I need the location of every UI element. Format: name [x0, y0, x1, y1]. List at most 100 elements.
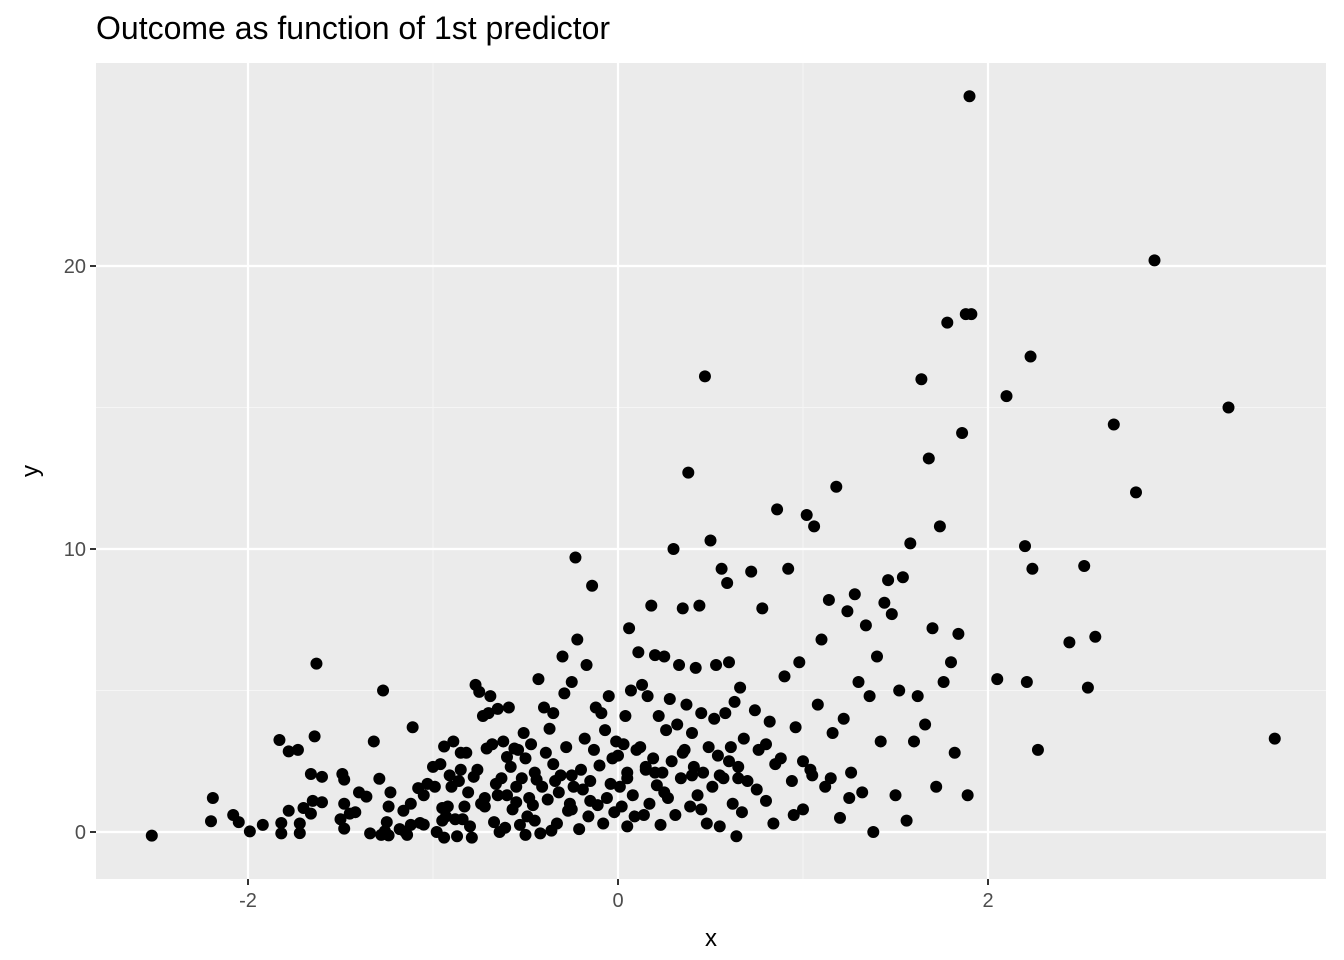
- data-point: [728, 695, 741, 708]
- data-point: [145, 829, 158, 842]
- data-point: [769, 758, 782, 771]
- data-point: [554, 769, 567, 782]
- data-point: [660, 724, 673, 737]
- data-point: [956, 426, 969, 439]
- data-point: [684, 800, 697, 813]
- data-point: [519, 752, 532, 765]
- data-point: [510, 780, 523, 793]
- data-point: [658, 650, 671, 663]
- data-point: [565, 676, 578, 689]
- data-point: [491, 789, 504, 802]
- data-point: [697, 766, 710, 779]
- data-point: [885, 608, 898, 621]
- data-point: [499, 821, 512, 834]
- plot-panel: [96, 63, 1326, 879]
- data-point: [719, 707, 732, 720]
- data-point: [380, 816, 393, 829]
- chart-title: Outcome as function of 1st predictor: [96, 10, 610, 46]
- data-point: [384, 786, 397, 799]
- data-point: [908, 735, 920, 748]
- data-point: [575, 763, 587, 776]
- data-point: [447, 735, 460, 748]
- data-point: [599, 724, 612, 737]
- data-point: [1026, 562, 1039, 575]
- data-point: [787, 809, 800, 822]
- data-point: [510, 796, 523, 809]
- data-point: [663, 692, 676, 705]
- data-point: [338, 773, 351, 786]
- data-point: [734, 681, 747, 694]
- data-point: [695, 707, 708, 720]
- data-point: [338, 797, 351, 810]
- data-point: [741, 775, 754, 788]
- data-point: [852, 676, 865, 689]
- data-point: [304, 767, 317, 780]
- data-point: [1148, 254, 1161, 267]
- data-point: [306, 794, 319, 807]
- data-point: [789, 721, 802, 734]
- data-point: [360, 790, 373, 803]
- data-point: [682, 466, 695, 479]
- x-axis-title: x: [705, 925, 717, 952]
- data-point: [708, 712, 721, 725]
- data-point: [669, 809, 682, 822]
- data-point: [364, 827, 377, 840]
- x-axis-ticks: -2 0 2: [239, 879, 994, 912]
- data-point: [737, 732, 750, 745]
- data-point: [1000, 390, 1013, 403]
- data-point: [808, 520, 821, 533]
- data-point: [806, 769, 819, 782]
- data-point: [706, 780, 719, 793]
- data-point: [782, 562, 795, 575]
- data-point: [904, 537, 917, 550]
- data-point: [484, 690, 497, 703]
- gridlines: [96, 63, 1326, 879]
- data-point: [1078, 559, 1091, 572]
- data-point: [878, 596, 891, 609]
- data-point: [735, 806, 748, 819]
- data-point: [584, 794, 597, 807]
- data-point: [586, 579, 599, 592]
- data-point: [617, 738, 630, 751]
- data-point: [1019, 540, 1031, 553]
- data-point: [941, 316, 954, 329]
- data-point: [316, 796, 328, 809]
- data-point: [693, 599, 706, 612]
- data-point: [547, 758, 560, 771]
- data-point: [704, 534, 717, 547]
- data-point: [674, 772, 687, 785]
- data-point: [471, 763, 484, 776]
- data-point: [824, 772, 837, 785]
- data-point: [750, 783, 763, 796]
- data-point: [695, 803, 708, 816]
- data-point: [504, 760, 517, 773]
- data-point: [991, 673, 1004, 686]
- data-point: [623, 622, 636, 635]
- data-point: [830, 480, 843, 493]
- data-point: [515, 772, 528, 785]
- data-point: [691, 789, 704, 802]
- data-point: [926, 622, 939, 635]
- data-point: [602, 690, 615, 703]
- data-point: [1024, 350, 1037, 363]
- data-point: [723, 755, 735, 768]
- data-point: [597, 817, 610, 830]
- data-point: [338, 822, 351, 835]
- data-point: [1268, 732, 1281, 745]
- data-point: [922, 452, 935, 465]
- data-point: [621, 772, 634, 785]
- data-point: [867, 826, 880, 838]
- data-point: [436, 814, 449, 827]
- data-point: [495, 772, 508, 785]
- data-point: [1063, 636, 1076, 649]
- data-point: [560, 741, 573, 754]
- data-point: [501, 789, 513, 802]
- data-point: [658, 786, 671, 799]
- data-point: [519, 828, 532, 841]
- data-point: [316, 770, 328, 783]
- data-point: [965, 308, 978, 321]
- data-point: [310, 657, 323, 670]
- data-point: [621, 820, 634, 833]
- data-point: [273, 734, 286, 747]
- data-point: [464, 820, 476, 833]
